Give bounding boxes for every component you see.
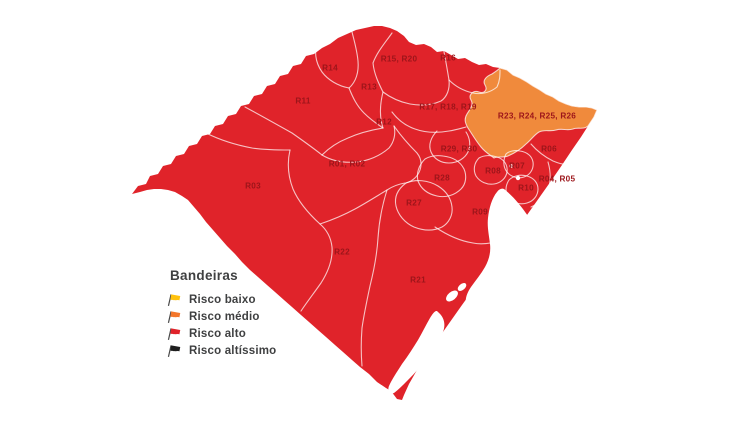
legend-item-label: Risco alto — [189, 327, 246, 340]
region-label-r07: R07 — [509, 162, 525, 171]
border-r15-r20-south — [382, 79, 450, 106]
border-r12-west — [321, 127, 384, 156]
region-label-r09: R09 — [472, 208, 488, 217]
small-lake-2 — [515, 175, 521, 181]
region-label-r22: R22 — [334, 248, 350, 257]
flag-pole — [167, 328, 172, 341]
legend-item-label: Risco altíssimo — [189, 344, 277, 357]
flag-icon-risco-alto — [167, 328, 181, 341]
border-r15-r16 — [442, 46, 450, 81]
legend-item-label: Risco baixo — [189, 293, 256, 306]
region-label-r04-r05: R04, R05 — [539, 175, 576, 184]
flag-pole — [167, 311, 172, 324]
border-r03-north — [205, 132, 291, 151]
region-label-r12: R12 — [376, 118, 392, 127]
region-label-r01-r02: R01, R02 — [329, 160, 366, 169]
legend: Bandeiras Risco baixo Risco médio Risco al… — [166, 268, 326, 359]
flag-icon-risco-altissimo — [167, 345, 181, 358]
border-r06-south — [530, 143, 564, 165]
flag-icon-risco-medio — [167, 311, 181, 324]
border-r07 — [503, 150, 534, 179]
region-label-r16: R16 — [440, 54, 456, 63]
region-label-r21: R21 — [410, 276, 426, 285]
legend-item-risco-alto: Risco alto — [166, 325, 326, 342]
border-r04-r05-west — [530, 161, 551, 208]
border-r22-r21 — [360, 189, 388, 367]
legend-item-risco-medio: Risco médio — [166, 308, 326, 325]
border-r16-south — [448, 69, 501, 95]
lagoa-dos-patos — [465, 188, 551, 310]
small-lake-1 — [509, 164, 513, 168]
border-r27 — [394, 180, 453, 231]
region-label-r27: R27 — [406, 199, 422, 208]
border-r17-r18-r19-south — [391, 111, 467, 133]
coastal-inlet-1 — [446, 290, 458, 302]
region-label-r10: R10 — [518, 184, 534, 193]
flag-pole — [167, 294, 172, 307]
region-risk-medium — [464, 67, 598, 159]
region-label-r28: R28 — [434, 174, 450, 183]
flag-cloth — [170, 328, 181, 335]
flag-pole — [167, 345, 172, 358]
region-borders — [205, 31, 564, 367]
region-label-r06: R06 — [541, 145, 557, 154]
border-r01-r02-south — [319, 182, 406, 225]
border-r12-south — [321, 125, 396, 163]
flag-cloth — [170, 294, 181, 301]
border-r08 — [473, 155, 508, 185]
legend-item-risco-baixo: Risco baixo — [166, 291, 326, 308]
border-r11-south — [244, 106, 323, 156]
region-label-r11: R11 — [295, 97, 311, 106]
border-r13-south — [348, 87, 384, 129]
legend-items: Risco baixo Risco médio Risco alto Risco al… — [166, 291, 326, 359]
lagoa-mirim — [388, 310, 445, 394]
legend-item-risco-altissimo: Risco altíssimo — [166, 342, 326, 359]
region-label-r13: R13 — [361, 83, 377, 92]
region-label-r08: R08 — [485, 167, 501, 176]
legend-title: Bandeiras — [170, 268, 238, 283]
flag-cloth — [170, 311, 181, 318]
flag-cloth — [170, 345, 181, 352]
coastal-inlet-2 — [457, 283, 467, 291]
border-r01-r02-east — [393, 125, 422, 184]
border-r13-west — [372, 32, 393, 129]
region-label-r17-r18-r19: R17, R18, R19 — [419, 103, 477, 112]
region-label-r14: R14 — [322, 64, 338, 73]
region-labels: R14 R15, R20 R16 R11 R13 R17, R18, R19 R12 R23,… — [245, 54, 576, 285]
region-label-r03: R03 — [245, 182, 261, 191]
flag-icon-risco-baixo — [167, 294, 181, 307]
region-label-r29-r30: R29, R30 — [441, 145, 478, 154]
lagoons — [388, 164, 551, 394]
legend-item-label: Risco médio — [189, 310, 260, 323]
region-label-r15-r20: R15, R20 — [381, 55, 418, 64]
border-r03-east — [287, 149, 333, 312]
border-r28 — [416, 155, 467, 198]
region-label-r23-r24-r25-r26: R23, R24, R25, R26 — [498, 112, 576, 121]
border-r29-r30 — [429, 130, 471, 164]
